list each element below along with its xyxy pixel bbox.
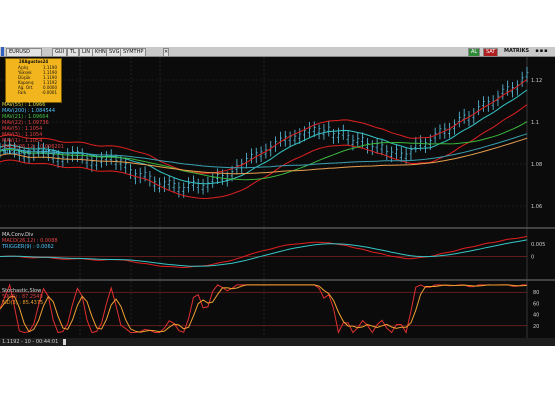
info-row-low: Düşük 1.1190 <box>18 75 57 80</box>
price-legend-item: MAV(5) : 1.1054 <box>2 126 43 132</box>
app-label: MATRIKS <box>504 48 530 54</box>
window-icon <box>1 47 4 56</box>
buy-button[interactable]: AL <box>468 48 481 57</box>
macd-axis-label: 0.005 <box>531 242 545 248</box>
stoch-axis-label: 80 <box>533 290 539 296</box>
upper-band-line <box>0 79 528 174</box>
info-row-open: Açılış 1.1190 <box>18 65 57 70</box>
price-legend-item: MAV(21) : 1.09664 <box>2 114 49 120</box>
price-legend-item: MAV(200) : 1.084544 <box>2 108 56 114</box>
info-row-close: Kapanış 1.1192 <box>18 80 57 85</box>
stochastic-panel[interactable] <box>0 283 528 335</box>
long-ma-line <box>0 137 528 175</box>
app-window: EURUSD GUI TL LIN KHN SVG SYMTHP ✕ AL SA… <box>0 47 555 346</box>
macd-legend-item: MACD(26,12) : 0.0088 <box>2 238 58 244</box>
stoch-legend-item: %D(3) : 85.4375 <box>2 300 44 306</box>
chart-grid <box>0 57 555 338</box>
price-legend-item: MAV(22) : 1.09736 <box>2 120 49 126</box>
status-bar: 1.1192 - 10 - 00:44:01 <box>0 338 555 346</box>
price-axis-label: 1.12 <box>531 78 542 84</box>
stoch-legend-item: Stochastic,Slow <box>2 288 42 294</box>
symthp-button[interactable]: SYMTHP <box>120 48 147 57</box>
axis-labels: 1.121.11.081.060.005080604020Nis24Haz24T… <box>531 78 545 330</box>
macd-legend-item: TRIGGER(9) : 0.0062 <box>2 244 54 250</box>
price-legend-item: MAV(1) : 1.1054 <box>2 138 43 144</box>
lin-button[interactable]: LIN <box>79 48 94 57</box>
macd-panel[interactable] <box>0 235 528 269</box>
gui-button[interactable]: GUI <box>52 48 68 57</box>
price-legend-item: MAV(55) : 1.0966 <box>2 102 46 108</box>
macd-line <box>0 235 528 269</box>
symbol-selector[interactable]: EURUSD <box>6 48 42 57</box>
price-legend-item: MACD(26,12) : 0.006201 <box>2 144 64 150</box>
chart-background <box>0 57 555 338</box>
window-controls[interactable]: ▪▪▪ <box>535 48 549 54</box>
tl-button[interactable]: TL <box>67 48 79 57</box>
stoch-d-line <box>0 284 528 333</box>
scroll-handle-icon[interactable] <box>63 339 66 345</box>
stoch-axis-label: 20 <box>533 324 539 330</box>
status-text: 1.1192 - 10 - 00:44:01 <box>2 339 59 345</box>
close-icon[interactable]: ✕ <box>163 48 169 57</box>
price-panel[interactable] <box>0 66 529 200</box>
price-axis-label: 1.06 <box>531 204 542 210</box>
info-row-diff: Fark -0.0001 <box>18 90 57 95</box>
price-axis-label: 1.08 <box>531 162 542 168</box>
macd-trigger-line <box>0 239 528 267</box>
stoch-legend-item: %K(5) : 87.2549 <box>2 294 43 300</box>
macd-legend-item: MA.Conv.Div <box>2 232 34 238</box>
price-legend-item: TRIGGER(9) : 0.006201 <box>2 150 61 156</box>
stoch-axis-label: 40 <box>533 313 539 319</box>
macd-axis-label: 0 <box>531 255 534 261</box>
price-legend-item: MAV(3) : 1.1054 <box>2 132 43 138</box>
price-axis-label: 1.1 <box>531 120 539 126</box>
lower-band-line <box>0 104 528 200</box>
toolbar: EURUSD GUI TL LIN KHN SVG SYMTHP ✕ AL SA… <box>0 47 555 57</box>
stoch-axis-label: 60 <box>533 301 539 307</box>
info-date: 28Agustos24 <box>18 59 49 64</box>
sell-button[interactable]: SAT <box>483 48 499 57</box>
info-row-high: Yüksek 1.1190 <box>18 70 57 75</box>
info-row-avg: Ağ. Ort. 0.0000 <box>18 85 57 90</box>
long-ma-teal-line <box>0 133 528 169</box>
mid-ma-line <box>0 121 528 181</box>
chart-canvas[interactable]: 1.121.11.081.060.005080604020Nis24Haz24T… <box>0 57 555 338</box>
ohlc-info-box: 28Agustos24 Açılış 1.1190 Yüksek 1.1190 Dü… <box>5 58 62 103</box>
